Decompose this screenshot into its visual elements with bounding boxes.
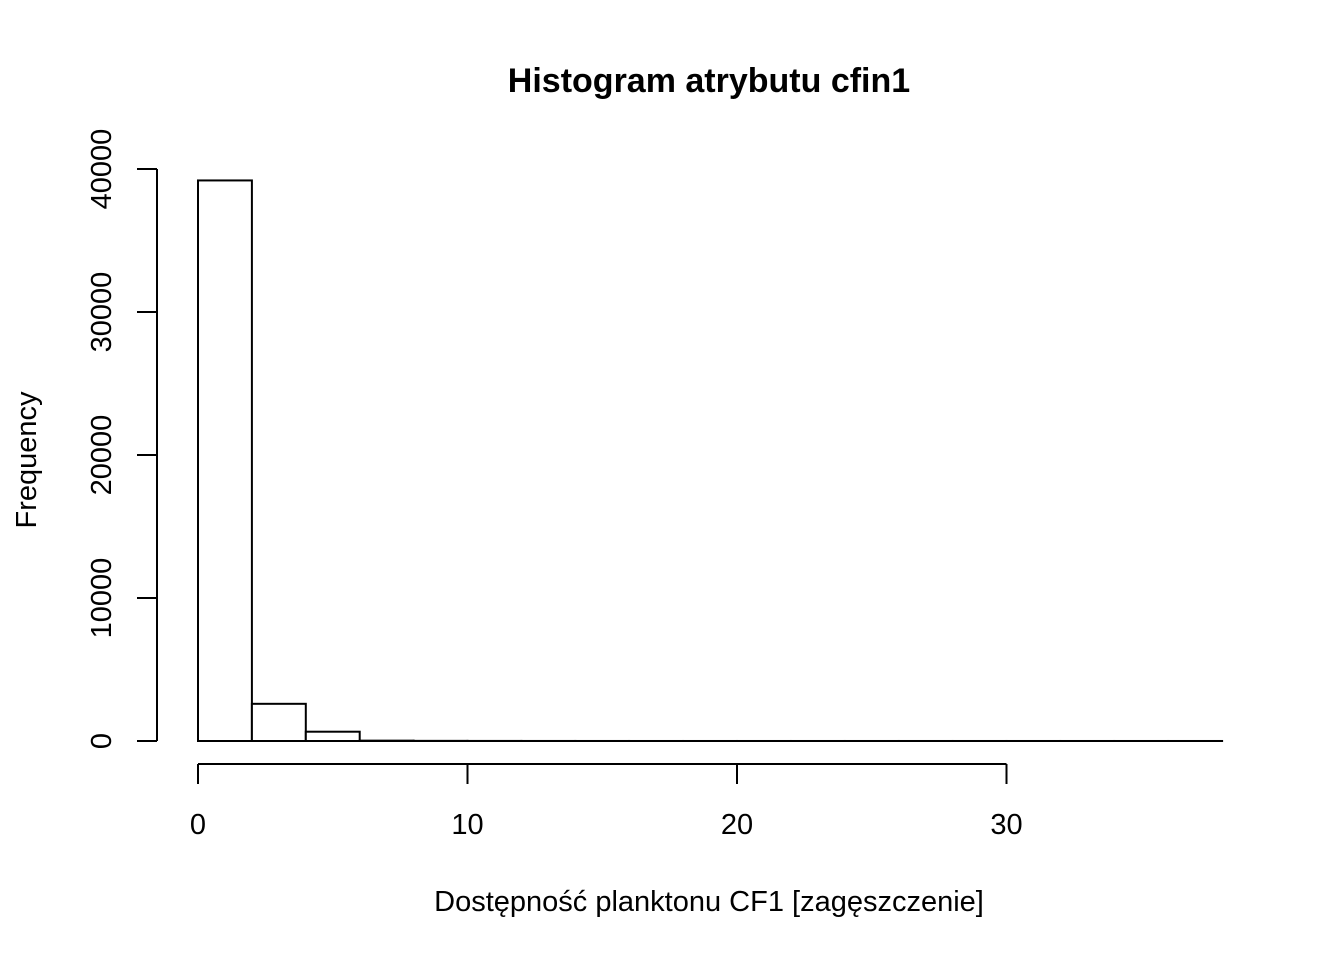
y-tick-label-4: 40000 [86, 129, 118, 210]
y-tick-label-0: 0 [86, 733, 118, 749]
x-tick-label-2: 20 [721, 809, 753, 841]
y-axis-label: Frequency [11, 391, 43, 529]
y-axis: 0 10000 20000 30000 40000 [86, 129, 158, 749]
histogram-bar-1 [250, 702, 307, 743]
y-tick-label-1: 10000 [86, 558, 118, 639]
histogram-bar-2 [304, 730, 361, 743]
y-tick-label-2: 20000 [86, 415, 118, 496]
y-tick-label-3: 30000 [86, 272, 118, 353]
x-tick-label-1: 10 [451, 809, 483, 841]
chart-title: Histogram atrybutu cfin1 [508, 62, 910, 100]
histogram-bar-0 [197, 179, 253, 742]
x-axis: 0 10 20 30 [190, 763, 1023, 841]
x-tick-label-3: 30 [990, 809, 1022, 841]
bars-group [197, 179, 1224, 743]
x-tick-label-0: 0 [190, 809, 206, 841]
x-axis-label: Dostępność planktonu CF1 [zagęszczenie] [434, 886, 984, 918]
